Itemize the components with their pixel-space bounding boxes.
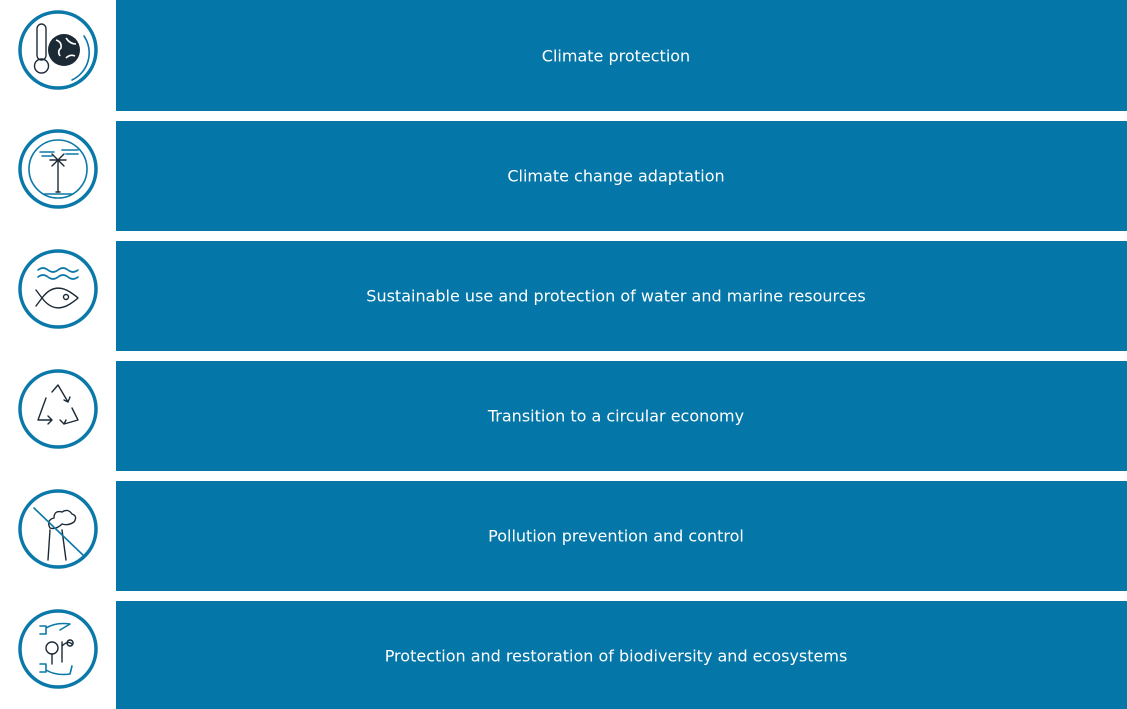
row-bar [116, 481, 1127, 591]
row-bar [116, 0, 1127, 111]
row: Sustainable use and protection of water … [18, 241, 1127, 351]
row: Climate protection [18, 0, 1127, 111]
row-label: Transition to a circular economy [487, 407, 744, 426]
icon-adaptation [18, 129, 98, 209]
row-label: Climate protection [542, 47, 690, 66]
row-bar [116, 361, 1127, 471]
icon-water [18, 249, 98, 329]
icon-climate [18, 10, 98, 90]
row: Pollution prevention and control [18, 481, 1127, 591]
row-bar [116, 601, 1127, 709]
row-bar [116, 121, 1127, 231]
row-label: Climate change adaptation [507, 167, 724, 186]
icon-biodiversity [18, 609, 98, 689]
row: Climate change adaptation [18, 121, 1127, 231]
row: Transition to a circular economy [18, 361, 1127, 471]
row: Protection and restoration of biodiversi… [18, 601, 1127, 709]
row-bar [116, 241, 1127, 351]
row-label: Protection and restoration of biodiversi… [385, 647, 848, 666]
row-label: Sustainable use and protection of water … [366, 287, 865, 306]
icon-pollution [18, 489, 98, 569]
row-label: Pollution prevention and control [488, 527, 744, 546]
icon-circular [18, 369, 98, 449]
